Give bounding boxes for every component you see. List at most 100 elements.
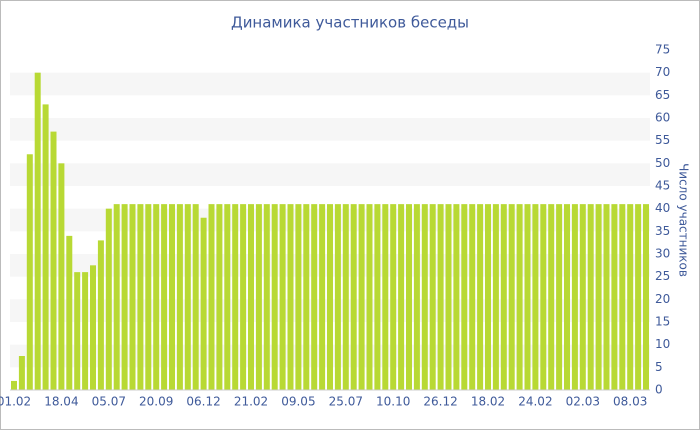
grid-band bbox=[10, 72, 650, 96]
bar bbox=[571, 204, 578, 390]
y-tick-label: 65 bbox=[655, 88, 670, 102]
x-tick-label: 08.03 bbox=[613, 395, 647, 409]
grid-band bbox=[10, 163, 650, 186]
bar bbox=[208, 204, 215, 390]
bar bbox=[532, 204, 539, 390]
bar bbox=[342, 204, 349, 390]
bar bbox=[398, 204, 405, 390]
bar bbox=[366, 204, 373, 390]
bar bbox=[248, 204, 254, 390]
y-tick-label: 40 bbox=[655, 201, 670, 215]
bar bbox=[26, 154, 33, 390]
bar bbox=[477, 204, 484, 390]
bar bbox=[579, 204, 586, 390]
bar bbox=[564, 204, 570, 390]
y-tick-label: 30 bbox=[655, 247, 670, 261]
bar bbox=[161, 204, 168, 390]
bar bbox=[90, 265, 96, 390]
bar bbox=[374, 204, 381, 390]
y-tick-label: 25 bbox=[655, 269, 670, 283]
y-axis-label: Число участников bbox=[677, 163, 691, 277]
bar bbox=[358, 204, 365, 390]
bar bbox=[627, 204, 634, 390]
bar bbox=[192, 204, 199, 390]
bar bbox=[232, 204, 239, 390]
bar bbox=[413, 204, 420, 390]
x-tick-label: 02.03 bbox=[566, 395, 600, 409]
bar bbox=[492, 204, 499, 390]
bar bbox=[224, 204, 231, 390]
x-tick-label: 09.05 bbox=[281, 395, 315, 409]
bar bbox=[406, 204, 412, 390]
bar bbox=[121, 204, 128, 390]
bar bbox=[50, 131, 57, 390]
bar bbox=[129, 204, 136, 390]
bar bbox=[18, 356, 25, 390]
chart-title: Динамика участников беседы bbox=[231, 14, 469, 32]
bar bbox=[263, 204, 270, 390]
bar bbox=[595, 204, 602, 390]
bar bbox=[437, 204, 444, 390]
bar bbox=[176, 204, 183, 390]
bar bbox=[461, 204, 468, 390]
bar bbox=[603, 204, 610, 390]
bar bbox=[500, 204, 507, 390]
bar bbox=[619, 204, 626, 390]
bar bbox=[66, 235, 73, 390]
bar bbox=[74, 272, 81, 390]
bar bbox=[453, 204, 460, 390]
bar bbox=[200, 217, 207, 390]
x-tick-label: 25.07 bbox=[329, 395, 363, 409]
bar bbox=[587, 204, 594, 390]
bar bbox=[11, 380, 17, 390]
bar bbox=[611, 204, 618, 390]
bar bbox=[469, 204, 476, 390]
y-tick-label: 0 bbox=[655, 383, 663, 397]
bar bbox=[169, 204, 175, 390]
bar bbox=[105, 208, 112, 390]
x-tick-label: 10.10 bbox=[376, 395, 410, 409]
bar bbox=[556, 204, 563, 390]
bar bbox=[97, 240, 104, 390]
bar bbox=[255, 204, 262, 390]
bar bbox=[635, 204, 642, 390]
bar bbox=[334, 204, 341, 390]
bar bbox=[58, 163, 65, 390]
bar bbox=[516, 204, 523, 390]
bar bbox=[153, 204, 160, 390]
bar bbox=[524, 204, 531, 390]
x-tick-label: 26.12 bbox=[423, 395, 457, 409]
bar bbox=[240, 204, 247, 390]
plot bbox=[11, 72, 649, 391]
bar bbox=[184, 204, 191, 390]
bar bbox=[287, 204, 294, 390]
y-tick-label: 60 bbox=[655, 111, 670, 125]
y-tick-label: 5 bbox=[655, 360, 663, 374]
y-tick-label: 35 bbox=[655, 224, 670, 238]
bar bbox=[429, 204, 436, 390]
bar bbox=[82, 272, 89, 390]
bar bbox=[303, 204, 310, 390]
x-tick-label: 20.09 bbox=[139, 395, 173, 409]
bar bbox=[350, 204, 357, 390]
x-tick-label: 05.07 bbox=[92, 395, 126, 409]
bar bbox=[485, 204, 491, 390]
bar bbox=[271, 204, 278, 390]
bar bbox=[643, 204, 649, 390]
y-tick-label: 45 bbox=[655, 179, 670, 193]
bar bbox=[34, 72, 41, 391]
bar bbox=[319, 204, 326, 390]
bar bbox=[540, 204, 547, 390]
bar bbox=[137, 204, 144, 390]
y-tick-label: 15 bbox=[655, 315, 670, 329]
bar bbox=[548, 204, 555, 390]
bar bbox=[279, 204, 286, 390]
x-tick-label: 06.12 bbox=[186, 395, 220, 409]
bar bbox=[113, 204, 120, 390]
bar bbox=[145, 204, 152, 390]
x-tick-label: 18.02 bbox=[471, 395, 505, 409]
y-tick-label: 50 bbox=[655, 156, 670, 170]
y-tick-label: 20 bbox=[655, 292, 670, 306]
bar bbox=[311, 204, 318, 390]
